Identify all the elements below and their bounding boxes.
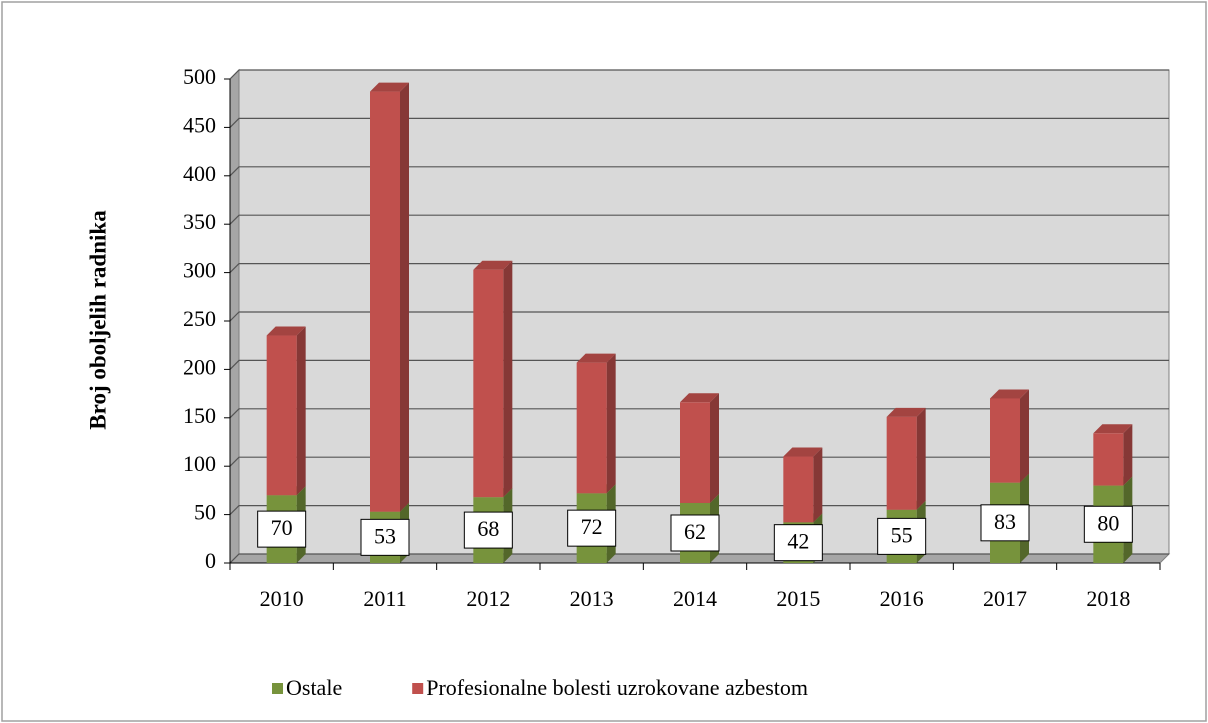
- data-label: 80: [1097, 510, 1119, 535]
- data-label: 72: [581, 514, 603, 539]
- bar: [576, 362, 607, 494]
- bar-top: [886, 407, 926, 417]
- legend-label: Profesionalne bolesti uzrokovane azbesto…: [426, 675, 808, 700]
- bar-side: [296, 326, 306, 496]
- x-tick-label: 2011: [363, 586, 406, 611]
- grid-line: [229, 214, 1169, 225]
- x-tick-label: 2014: [673, 586, 717, 611]
- grid-line: [229, 553, 1169, 564]
- x-tick-label: 2012: [466, 586, 510, 611]
- data-label-box: [567, 509, 617, 547]
- y-tick-label: 250: [183, 306, 216, 331]
- data-label: 70: [271, 515, 293, 540]
- grid-line: [229, 263, 1169, 274]
- y-tick-label: 300: [183, 258, 216, 283]
- data-label: 83: [994, 509, 1016, 534]
- x-tick-label: 2013: [570, 586, 614, 611]
- bar-side: [710, 393, 719, 503]
- x-tick-label: 2010: [260, 586, 304, 611]
- y-tick-label: 0: [205, 548, 216, 573]
- legend-swatch: [412, 683, 424, 694]
- bar-side: [1123, 424, 1133, 486]
- bar-top: [680, 393, 719, 403]
- y-tick-label: 500: [183, 64, 216, 89]
- bar-top: [266, 326, 306, 336]
- bar: [266, 335, 297, 496]
- legend-swatch: [272, 683, 283, 694]
- y-tick-label: 450: [183, 112, 216, 137]
- bar-top: [783, 447, 823, 457]
- bar-side: [400, 82, 409, 512]
- data-label: 68: [477, 516, 499, 541]
- y-tick-label: 150: [183, 403, 216, 428]
- bar-top: [370, 82, 409, 92]
- bar: [370, 91, 400, 512]
- data-label-box: [773, 524, 823, 562]
- grid-line: [229, 69, 1169, 80]
- bar-side: [606, 353, 616, 494]
- data-label-box: [980, 504, 1030, 542]
- y-axis-label: Broj oboljelih radnika: [85, 210, 110, 430]
- legend-label: Ostale: [286, 675, 342, 700]
- y-tick-label: 350: [183, 209, 216, 234]
- bar-side: [916, 407, 926, 510]
- data-label-box: [463, 511, 513, 549]
- data-label: 42: [787, 529, 809, 554]
- grid-line: [229, 505, 1169, 516]
- x-tick-label: 2016: [880, 586, 924, 611]
- data-label-box: [877, 517, 927, 555]
- bar-top: [576, 353, 616, 363]
- data-label: 55: [891, 522, 913, 547]
- grid-line: [229, 456, 1169, 467]
- data-label: 62: [684, 519, 706, 544]
- data-label-box: [257, 510, 307, 548]
- data-label-box: [1083, 505, 1133, 543]
- data-label-box: [360, 518, 410, 556]
- x-tick-label: 2018: [1086, 586, 1130, 611]
- bar-side: [503, 260, 513, 498]
- data-label: 53: [374, 523, 396, 548]
- bar-top: [473, 260, 513, 270]
- y-tick-label: 100: [183, 451, 216, 476]
- y-tick-label: 400: [183, 161, 216, 186]
- bar: [1093, 433, 1124, 486]
- bar-top: [1093, 424, 1133, 434]
- bar: [990, 398, 1020, 483]
- bar: [886, 416, 917, 510]
- x-tick-label: 2017: [983, 586, 1027, 611]
- x-tick-label: 2015: [776, 586, 820, 611]
- grid-line: [229, 408, 1169, 419]
- grid-line: [229, 311, 1169, 322]
- bar-top: [990, 389, 1029, 399]
- y-tick-label: 50: [194, 500, 216, 525]
- data-label-box: [670, 514, 720, 552]
- grid-line: [229, 359, 1169, 370]
- y-tick-label: 200: [183, 354, 216, 379]
- bar: [783, 456, 814, 523]
- bar: [680, 402, 710, 503]
- grid-line: [229, 117, 1169, 128]
- grid-line: [229, 166, 1169, 177]
- bar-side: [813, 447, 823, 523]
- bar-side: [1020, 389, 1029, 483]
- bar: [473, 269, 504, 498]
